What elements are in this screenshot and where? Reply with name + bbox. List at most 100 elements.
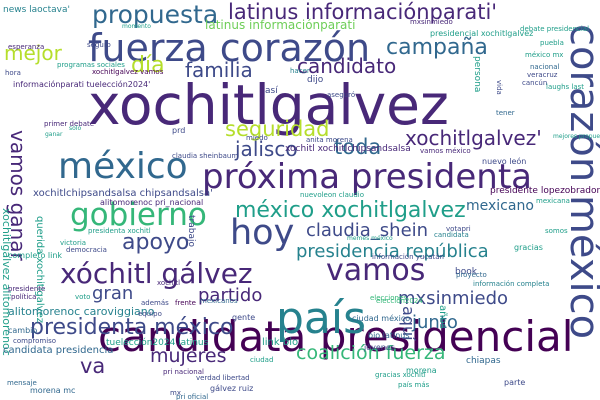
word: democracia (66, 246, 107, 254)
word: gracias xochitl (375, 371, 426, 379)
word: xochitl (157, 279, 181, 287)
word: información yucatán (372, 253, 444, 261)
word: país (276, 293, 367, 344)
word: pri nacional (163, 368, 204, 376)
word: vida (495, 80, 503, 95)
word: nacional (530, 63, 560, 71)
word: presidencia república (296, 241, 489, 262)
word: va (80, 354, 106, 378)
word: completo link (8, 251, 63, 260)
word: nuevoleon claudio (300, 191, 364, 199)
word: cancún (522, 79, 548, 87)
word: elección2024 (376, 297, 423, 305)
word: aseguró (327, 91, 356, 99)
word: seguro (87, 41, 111, 49)
word: anita morena (306, 136, 353, 144)
word: méxico xochitlgalvez (235, 198, 466, 223)
word: méxico mx (525, 51, 564, 59)
word: xochitlchipsandsalsa chipsandsalsa' (33, 188, 213, 199)
word: link bio (262, 337, 299, 348)
word: mejores propuestas (553, 133, 600, 140)
word: toda (334, 135, 382, 159)
word: presidente lopezobrador (490, 186, 600, 196)
word: latinus informaciónparati (205, 18, 356, 32)
word: debate presidencial (520, 25, 590, 33)
word: país más (398, 381, 430, 389)
word: xochitl xochitlchipsandsalsa (285, 144, 411, 154)
word: book (455, 267, 477, 277)
word: pri oficial (176, 393, 209, 400)
word: presidente (8, 285, 46, 293)
word: victoria (60, 239, 87, 247)
word: mxsinmiedo (410, 18, 453, 26)
word: campaña (386, 35, 488, 60)
word: mxsinmiedo (398, 288, 509, 309)
word: esperanza (8, 43, 45, 51)
word: hoy (230, 213, 295, 253)
word: momento (122, 23, 151, 30)
word: vamos (326, 253, 426, 288)
word: claudia sheinbaum (172, 152, 239, 160)
word: vamos méxico (420, 147, 471, 155)
word: voto (75, 293, 91, 301)
word: mx (170, 389, 181, 397)
word: mexicana (536, 197, 570, 205)
word: jalisco (235, 137, 298, 161)
word: hacer (290, 67, 310, 75)
word: candidata presidencia (3, 345, 114, 356)
word: apoyo (122, 230, 190, 255)
word: nuevo león (482, 157, 527, 166)
word: años (437, 305, 448, 329)
word: frente (175, 299, 196, 307)
word: hora (5, 69, 21, 77)
word: gálvez ruiz (210, 384, 254, 393)
word: dijo (307, 75, 324, 85)
word: méxico (58, 146, 188, 187)
word: mujeres (150, 345, 227, 367)
word: persona (472, 56, 482, 93)
word: jóvenes (364, 343, 395, 352)
word: presidencial xochitlgalvez (430, 29, 534, 38)
word: xochitlgalvez (88, 73, 449, 137)
word: bio latinus (368, 331, 410, 340)
word: así (265, 86, 278, 96)
word: ciudad méxico (352, 314, 411, 323)
word: mejor (4, 41, 62, 65)
word: presidenta méxico (30, 315, 234, 340)
word: puebla (540, 39, 564, 47)
word: día (131, 53, 165, 78)
word: ciudad (250, 356, 274, 364)
word: política (11, 293, 37, 301)
word: junto (412, 312, 458, 333)
word: claudia_shein (306, 220, 429, 241)
word: gente (232, 313, 256, 322)
word: tuelección2024 latinus (106, 338, 209, 348)
word: mensaje (7, 379, 37, 387)
word: laughs last (546, 83, 585, 91)
word: coalición fuerza (296, 342, 446, 364)
word: ganar (45, 131, 63, 138)
word: verdad libertad (196, 374, 250, 382)
word: mexicano (466, 198, 534, 214)
word: candidata presidencial (98, 312, 574, 361)
word: corazón méxico (561, 24, 600, 340)
word: news laoctava' (3, 5, 70, 15)
word: xochitlgalvez vamos (92, 68, 164, 76)
word: mexicanos (200, 297, 238, 305)
word: trabajo (186, 215, 196, 247)
word: morena mc (30, 386, 76, 395)
word: alitomorenoc caroviggiano (8, 305, 155, 318)
word: xochitlgalvez' (405, 126, 542, 150)
word: equipo (138, 310, 162, 318)
word: primer debate (44, 120, 95, 128)
word: morena (406, 366, 437, 375)
word: candidata (434, 231, 469, 239)
word: proyecto (456, 271, 487, 279)
word: partido (198, 285, 263, 306)
word: latinus informaciónparati' (228, 0, 498, 24)
word: próxima presidenta (202, 157, 533, 197)
word: familia (185, 58, 253, 82)
word: propuesta (92, 0, 219, 29)
word: somos (545, 227, 568, 235)
